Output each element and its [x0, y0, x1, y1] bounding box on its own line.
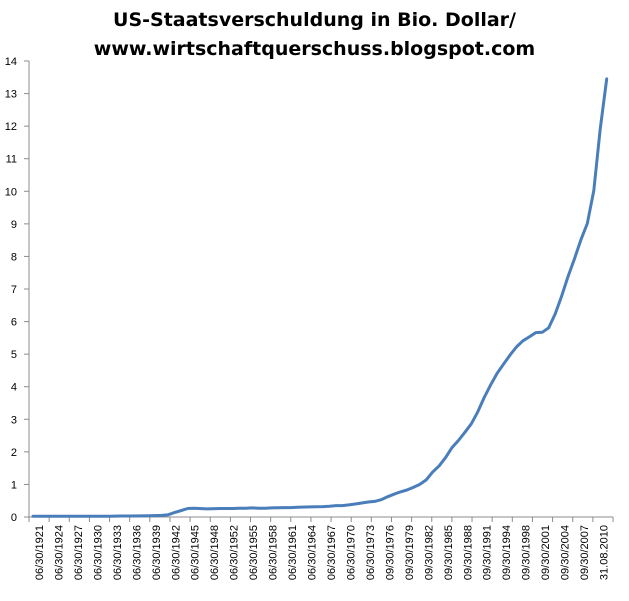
y-tick-label: 11	[6, 154, 17, 166]
x-tick-label: 09/30/1994	[501, 525, 513, 580]
chart-title-line-2: www.wirtschaftquerschuss.blogspot.com	[93, 38, 536, 60]
x-tick-label: 06/30/1936	[131, 525, 143, 580]
x-tick-label: 09/30/1998	[521, 525, 533, 580]
y-tick-label: 8	[11, 251, 17, 263]
x-tick-label: 09/30/2001	[540, 525, 552, 580]
x-tick-label: 06/30/1964	[307, 525, 319, 580]
x-tick-label: 09/30/2007	[579, 525, 591, 580]
x-tick-label: 06/30/1948	[209, 525, 221, 580]
x-tick-label: 06/30/1945	[190, 525, 202, 580]
x-tick-label: 06/30/1942	[170, 525, 182, 580]
y-tick-label: 12	[5, 121, 17, 133]
x-tick-label: 06/30/1970	[345, 525, 357, 580]
y-tick-label: 3	[11, 414, 17, 426]
y-tick-label: 6	[11, 317, 17, 329]
x-tick-label: 06/30/1927	[73, 525, 85, 580]
x-tick-label: 09/30/1976	[384, 525, 396, 580]
x-tick-label: 06/30/1930	[92, 525, 104, 580]
x-tick-label: 06/30/1967	[326, 525, 338, 580]
y-tick-label: 10	[5, 186, 17, 198]
x-tick-label: 31.08.2010	[599, 525, 611, 580]
y-tick-label: 1	[11, 479, 17, 491]
x-tick-label: 09/30/2004	[560, 525, 572, 580]
x-tick-label: 06/30/1961	[287, 525, 299, 580]
x-tick-label: 09/30/1988	[462, 525, 474, 580]
y-tick-label: 14	[5, 56, 17, 68]
y-tick-label: 5	[11, 349, 17, 361]
chart-title-line-1: US-Staatsverschuldung in Bio. Dollar/	[113, 9, 516, 31]
series-line-debt	[31, 77, 609, 518]
y-tick-label: 0	[11, 512, 17, 524]
x-axis-ticks: 06/30/1921 06/30/1924 06/30/1927 06/30/1930…	[28, 517, 614, 580]
x-tick-label: 06/30/1939	[151, 525, 163, 580]
chart-title: US-Staatsverschuldung in Bio. Dollar/ ww…	[0, 6, 629, 64]
y-tick-label: 13	[5, 89, 17, 101]
x-tick-label: 06/30/1933	[112, 525, 124, 580]
x-tick-label: 09/30/1985	[443, 525, 455, 580]
x-tick-label: 06/30/1958	[268, 525, 280, 580]
x-tick-label: 06/30/1973	[365, 525, 377, 580]
x-tick-label: 09/30/1982	[423, 525, 435, 580]
x-tick-label: 06/30/1955	[248, 525, 260, 580]
x-tick-label: 06/30/1924	[53, 525, 65, 580]
y-tick-label: 7	[11, 284, 17, 296]
x-tick-label: 09/30/1991	[482, 525, 494, 580]
x-tick-label: 06/30/1952	[229, 525, 241, 580]
x-tick-label: 09/30/1979	[404, 525, 416, 580]
y-tick-label: 2	[11, 447, 17, 459]
y-tick-label: 9	[11, 219, 17, 231]
x-tick-label: 06/30/1921	[34, 525, 46, 580]
y-tick-label: 4	[11, 382, 17, 394]
